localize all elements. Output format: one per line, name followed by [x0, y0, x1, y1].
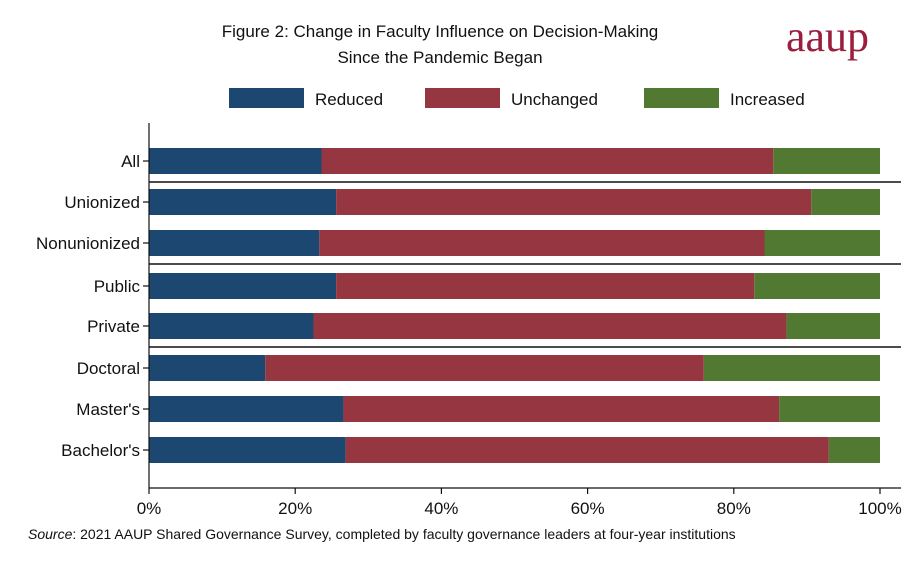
bar-bachelor-s-reduced [149, 437, 346, 463]
x-tick-label-100: 100% [858, 499, 901, 518]
category-label-master-s: Master's [76, 400, 140, 419]
source-lead: Source [28, 526, 73, 542]
bar-nonunionized-unchanged [319, 230, 765, 256]
category-label-doctoral: Doctoral [77, 359, 140, 378]
bar-all-reduced [149, 148, 322, 174]
chart-title-line-1: Figure 2: Change in Faculty Influence on… [221, 22, 659, 41]
bar-public-reduced [149, 273, 337, 299]
legend-swatch-unchanged [425, 88, 500, 108]
bar-all-unchanged [321, 148, 774, 174]
bar-doctoral-unchanged [265, 355, 704, 381]
y-axis-labels: All Unionized Nonunionized Public Private Doc… [36, 152, 149, 460]
category-label-public: Public [94, 277, 141, 296]
group-separators [149, 181, 901, 348]
stacked-bar-chart: Reduced Unchanged Increased 0% 20% 40% 60% 80%… [36, 88, 902, 518]
chart-title-line-2: Since the Pandemic Began [337, 48, 543, 67]
bar-public-unchanged [336, 273, 755, 299]
bar-unionized-increased [811, 189, 880, 215]
chart-legend: Reduced Unchanged Increased [229, 88, 805, 109]
bar-all-increased [773, 148, 880, 174]
bar-nonunionized-reduced [149, 230, 320, 256]
source-note: Source: 2021 AAUP Shared Governance Surv… [28, 526, 736, 542]
aaup-logo: aaup [786, 12, 870, 61]
bar-bachelor-s-unchanged [345, 437, 829, 463]
x-axis: 0% 20% 40% 60% 80% 100% [137, 123, 902, 518]
bar-public-increased [754, 273, 880, 299]
bar-private-unchanged [313, 313, 787, 339]
bar-unionized-unchanged [336, 189, 812, 215]
bar-nonunionized-increased [764, 230, 880, 256]
legend-swatch-reduced [229, 88, 304, 108]
bar-unionized-reduced [149, 189, 337, 215]
bar-private-increased [786, 313, 880, 339]
category-label-all: All [121, 152, 140, 171]
x-tick-label-40: 40% [424, 499, 458, 518]
category-label-unionized: Unionized [64, 193, 140, 212]
bar-master-s-reduced [149, 396, 344, 422]
x-tick-label-20: 20% [278, 499, 312, 518]
bar-master-s-unchanged [343, 396, 780, 422]
category-label-private: Private [87, 317, 140, 336]
x-tick-label-80: 80% [717, 499, 751, 518]
legend-label-reduced: Reduced [315, 90, 383, 109]
legend-label-unchanged: Unchanged [511, 90, 598, 109]
legend-label-increased: Increased [730, 90, 805, 109]
source-text: : 2021 AAUP Shared Governance Survey, co… [72, 526, 736, 542]
category-label-nonunionized: Nonunionized [36, 234, 140, 253]
bar-doctoral-increased [703, 355, 880, 381]
bar-private-reduced [149, 313, 314, 339]
x-tick-label-60: 60% [571, 499, 605, 518]
bars-layer [149, 148, 880, 463]
bar-doctoral-reduced [149, 355, 266, 381]
bar-bachelor-s-increased [828, 437, 880, 463]
x-tick-label-0: 0% [137, 499, 162, 518]
legend-swatch-increased [644, 88, 719, 108]
bar-master-s-increased [779, 396, 880, 422]
category-label-bachelor-s: Bachelor's [61, 441, 140, 460]
